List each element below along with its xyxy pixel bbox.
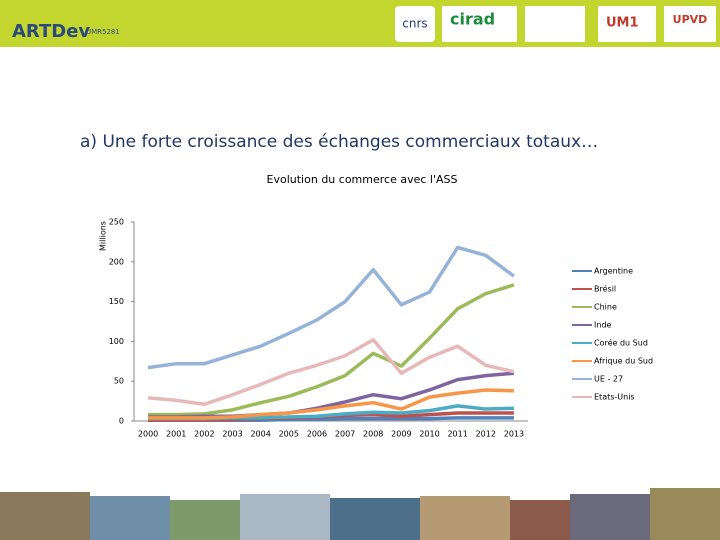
y-tick-label: 100 [109, 337, 124, 346]
photo [90, 496, 170, 540]
slide-title: a) Une forte croissance des échanges com… [80, 132, 598, 152]
x-tick-label: 2008 [363, 430, 383, 439]
x-tick-label: 2002 [194, 430, 214, 439]
logo: ARTDev [12, 21, 90, 42]
photo [170, 500, 240, 540]
logo-box [598, 6, 656, 42]
logo-box [442, 6, 517, 42]
x-tick-label: 2004 [250, 430, 270, 439]
logo: cirad [450, 10, 495, 29]
logo-box [395, 6, 435, 42]
y-tick-label: 250 [109, 218, 124, 227]
x-tick-label: 2010 [419, 430, 439, 439]
photo [510, 500, 570, 540]
photo [330, 498, 420, 540]
series-line [148, 388, 514, 420]
series-line [147, 338, 515, 407]
legend-label: UE - 27 [594, 375, 623, 384]
legend-label: Afrique du Sud [594, 357, 653, 366]
legend-label: Chine [594, 303, 617, 312]
x-tick-label: 2011 [447, 430, 467, 439]
photo [570, 494, 650, 540]
logo: UPVD [673, 13, 708, 26]
photo [240, 494, 330, 540]
x-tick-label: 2003 [222, 430, 242, 439]
y-tick-label: 200 [109, 257, 124, 266]
legend-label: Brésil [594, 284, 616, 294]
legend-label: Etats-Unis [594, 393, 635, 402]
photo-strip [0, 488, 720, 540]
legend-label: Argentine [594, 267, 633, 276]
logo: UMR5281 [86, 28, 120, 36]
x-tick-label: 2005 [279, 430, 299, 439]
y-axis-label: Millions [99, 221, 108, 251]
y-tick-label: 150 [109, 297, 124, 306]
photo [0, 492, 90, 540]
logo-box [664, 6, 716, 42]
series-line [147, 245, 515, 370]
logo-box [525, 6, 585, 42]
photo [650, 488, 720, 540]
x-tick-label: 2012 [476, 430, 496, 439]
y-tick-label: 0 [119, 417, 124, 426]
series-line [148, 283, 515, 417]
x-tick-label: 2000 [138, 430, 158, 439]
legend-label: Corée du Sud [594, 338, 648, 348]
logo: cnrs [402, 17, 427, 31]
x-tick-label: 2007 [335, 430, 355, 439]
chart-title: Evolution du commerce avec l'ASS [267, 173, 458, 186]
legend-label: Inde [594, 321, 612, 330]
x-tick-label: 2013 [504, 430, 524, 439]
logo: UM1 [606, 16, 639, 31]
x-tick-label: 2006 [307, 430, 327, 439]
photo [420, 496, 510, 540]
x-tick-label: 2009 [391, 430, 411, 439]
x-tick-label: 2001 [166, 430, 186, 439]
y-tick-label: 50 [114, 377, 124, 386]
